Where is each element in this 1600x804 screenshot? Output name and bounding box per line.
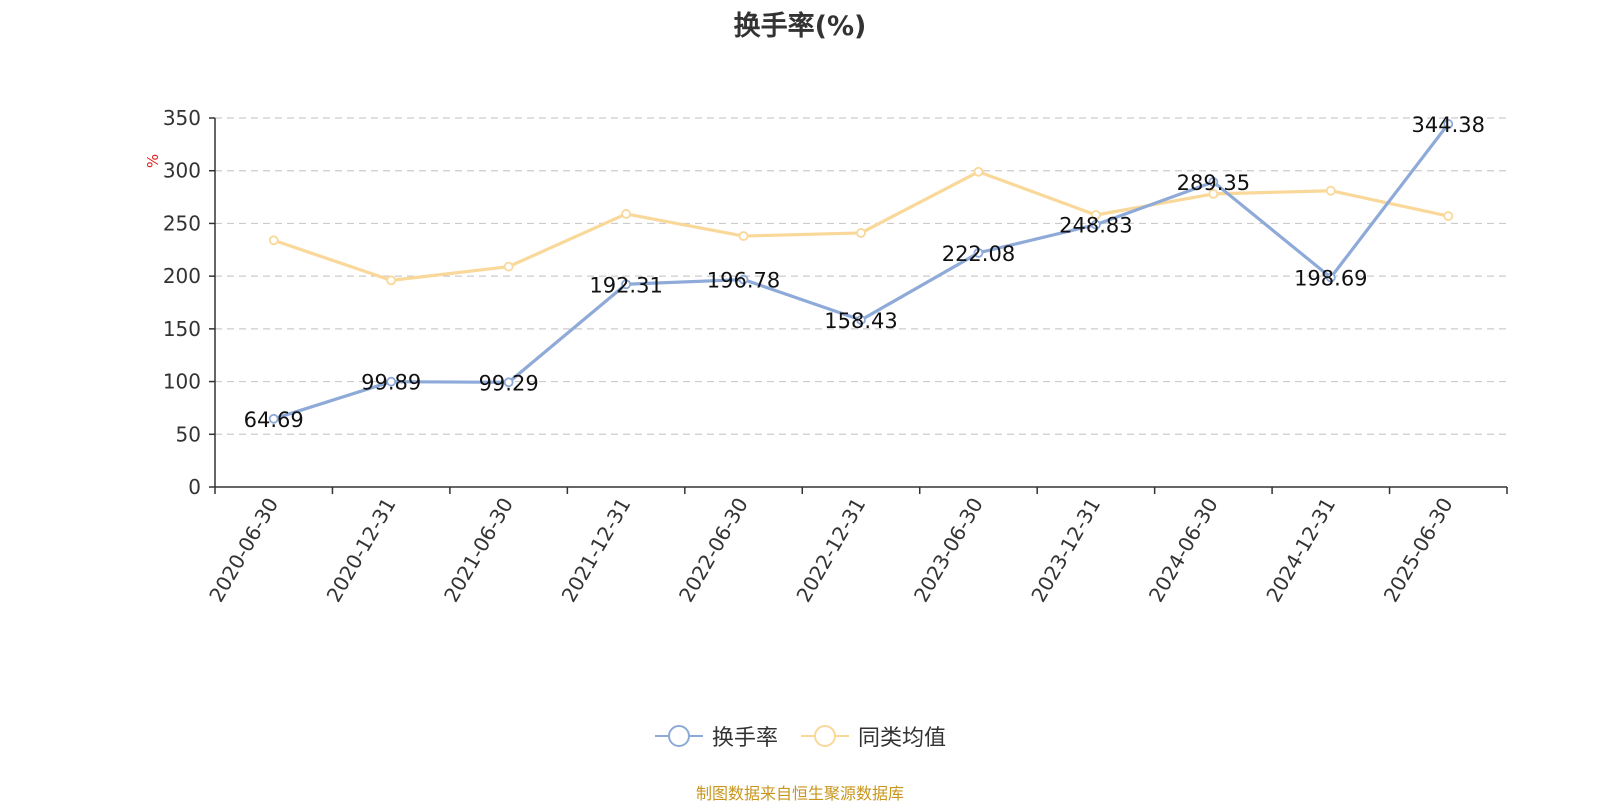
legend-marker-circle (814, 725, 836, 747)
data-point (1325, 185, 1336, 196)
data-label: 222.08 (942, 242, 1015, 266)
data-point (1443, 119, 1454, 129)
data-label: 99.29 (479, 371, 539, 395)
data-point (503, 261, 514, 272)
data-label: 344.38 (1412, 113, 1485, 137)
y-tick-label: 0 (188, 475, 201, 499)
x-tick-label: 2025-06-30 (1379, 494, 1458, 607)
series-line-0 (273, 122, 1450, 421)
data-labels: 64.69 99.89 99.29 192.31 196.78 158.43 222.08 2… (244, 113, 1485, 432)
data-point (1091, 219, 1101, 230)
x-tick-label: 2022-06-30 (674, 494, 753, 607)
data-point (738, 274, 749, 285)
data-point (738, 231, 749, 241)
legend-marker-circle (667, 725, 690, 747)
data-point (856, 228, 866, 238)
data-label: 198.69 (1294, 267, 1367, 291)
data-point (386, 275, 397, 286)
series-line-1 (273, 170, 1449, 282)
legend: 换手率 同类均值 (0, 720, 1600, 752)
data-point (268, 413, 279, 424)
y-tick-label: 100 (163, 370, 201, 394)
legend-marker-icon (654, 725, 703, 747)
y-axis-unit-label: % (144, 154, 162, 168)
x-tick-label: 2022-12-31 (791, 494, 870, 607)
x-tick-label: 2020-12-31 (322, 494, 401, 607)
data-point (1091, 210, 1101, 220)
y-tick-label: 300 (163, 159, 201, 183)
x-tick-label: 2024-12-31 (1261, 494, 1340, 607)
x-tick-label: 2020-06-30 (204, 494, 283, 607)
data-label: 248.83 (1059, 214, 1132, 238)
legend-label: 同类均值 (858, 726, 947, 751)
y-tick-label: 350 (163, 106, 201, 130)
data-label: 289.35 (1177, 171, 1250, 195)
axes: 0 50 100 150 200 250 300 350 2020-06-30 2020-12-3… (163, 106, 1508, 607)
data-point (1208, 177, 1219, 187)
data-label: 99.89 (361, 371, 421, 395)
data-point (856, 315, 866, 325)
data-point (973, 247, 984, 258)
data-label: 64.69 (244, 408, 304, 432)
legend-item-0[interactable]: 换手率 (654, 720, 778, 752)
chart-title: 换手率(%) (733, 11, 867, 42)
series (268, 119, 1454, 424)
legend-marker-icon (801, 725, 849, 747)
x-tick-label: 2021-12-31 (557, 494, 636, 607)
legend-item-1[interactable]: 同类均值 (800, 720, 946, 752)
data-point (621, 209, 631, 219)
data-point (1325, 272, 1336, 283)
x-tick-label: 2023-12-31 (1026, 494, 1105, 607)
source-note: 制图数据来自恒生聚源数据库 (695, 784, 904, 803)
x-tick-label: 2024-06-30 (1144, 494, 1223, 607)
data-label: 196.78 (707, 269, 780, 293)
x-tick-label: 2023-06-30 (909, 494, 988, 607)
data-point (386, 376, 397, 387)
data-point (268, 235, 279, 246)
data-point (1443, 211, 1454, 221)
data-point (973, 166, 984, 177)
y-tick-label: 50 (176, 422, 201, 446)
data-point (1208, 189, 1219, 199)
data-label: 158.43 (824, 309, 897, 333)
x-tick-label: 2021-06-30 (439, 494, 518, 607)
legend-label: 换手率 (711, 726, 778, 751)
y-tick-label: 250 (163, 211, 201, 235)
data-point (503, 377, 514, 388)
y-tick-label: 150 (163, 317, 201, 341)
data-point (621, 279, 631, 290)
data-label: 192.31 (589, 273, 662, 297)
y-tick-label: 200 (163, 264, 201, 288)
